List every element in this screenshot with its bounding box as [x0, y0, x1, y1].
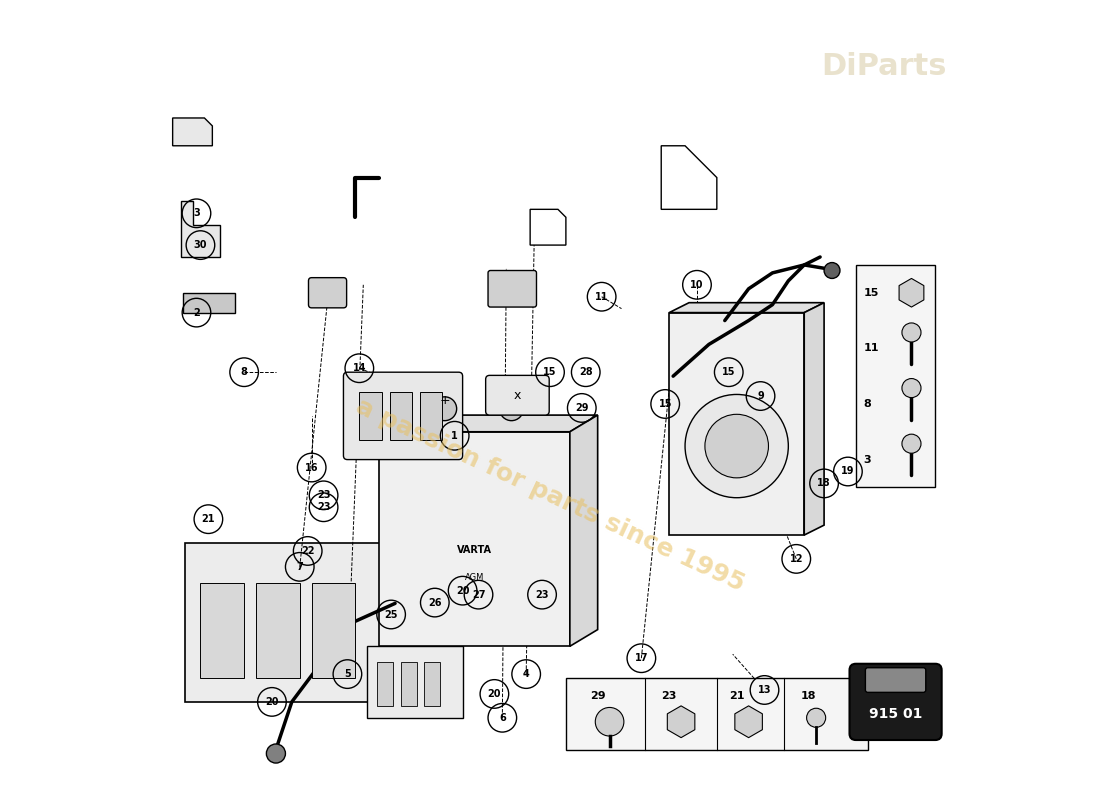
Bar [856, 265, 935, 487]
Text: 6: 6 [499, 713, 506, 722]
FancyBboxPatch shape [308, 278, 346, 308]
Polygon shape [899, 278, 924, 307]
Text: 26: 26 [428, 598, 441, 607]
Text: 15: 15 [864, 288, 879, 298]
Text: 20: 20 [487, 689, 502, 699]
Text: AGM: AGM [465, 573, 484, 582]
Circle shape [824, 262, 840, 278]
Text: 20: 20 [265, 697, 278, 707]
Text: 3: 3 [194, 208, 200, 218]
Circle shape [806, 708, 826, 727]
Text: 1: 1 [451, 430, 458, 441]
Bar [311, 582, 355, 678]
Text: 8: 8 [241, 367, 248, 377]
Text: 15: 15 [722, 367, 736, 377]
Bar [420, 392, 442, 440]
Text: 23: 23 [536, 590, 549, 600]
Text: 4: 4 [522, 669, 529, 679]
FancyBboxPatch shape [866, 668, 926, 692]
Bar [360, 392, 382, 440]
Text: 5: 5 [344, 669, 351, 679]
Bar [377, 662, 393, 706]
FancyBboxPatch shape [486, 375, 549, 415]
Text: 18: 18 [801, 690, 816, 701]
FancyBboxPatch shape [488, 270, 537, 307]
Polygon shape [180, 202, 220, 257]
Text: 20: 20 [455, 586, 470, 596]
Text: 28: 28 [579, 367, 593, 377]
Bar [185, 543, 399, 702]
FancyBboxPatch shape [343, 372, 463, 459]
Text: 2: 2 [194, 308, 200, 318]
Text: DiParts: DiParts [821, 52, 946, 81]
Text: 27: 27 [472, 590, 485, 600]
Text: 915 01: 915 01 [869, 707, 922, 721]
Polygon shape [668, 706, 695, 738]
Text: 11: 11 [595, 292, 608, 302]
Text: VARTA: VARTA [456, 545, 492, 554]
Text: 13: 13 [758, 685, 771, 695]
Bar [183, 293, 234, 313]
Bar [400, 662, 417, 706]
Bar [565, 678, 868, 750]
Bar [367, 646, 463, 718]
Text: 23: 23 [317, 502, 330, 512]
Text: 29: 29 [590, 690, 605, 701]
Circle shape [266, 744, 286, 763]
FancyBboxPatch shape [849, 664, 942, 740]
Text: 11: 11 [864, 343, 879, 354]
Text: 19: 19 [842, 466, 855, 477]
Polygon shape [735, 706, 762, 738]
Text: 29: 29 [575, 403, 589, 413]
Text: a passion for parts since 1995: a passion for parts since 1995 [352, 394, 748, 596]
Text: 3: 3 [864, 454, 871, 465]
Text: 21: 21 [201, 514, 216, 524]
Text: 18: 18 [817, 478, 830, 489]
Text: 15: 15 [543, 367, 557, 377]
Text: 15: 15 [659, 399, 672, 409]
Polygon shape [173, 118, 212, 146]
Text: 10: 10 [690, 280, 704, 290]
Circle shape [685, 394, 789, 498]
Circle shape [902, 434, 921, 454]
Bar [425, 662, 440, 706]
Text: 7: 7 [296, 562, 304, 572]
Text: 23: 23 [661, 690, 676, 701]
Text: 17: 17 [635, 653, 648, 663]
Text: x: x [514, 389, 521, 402]
Bar [200, 582, 244, 678]
Polygon shape [804, 302, 824, 535]
Text: 9: 9 [757, 391, 763, 401]
Text: +: + [439, 394, 450, 407]
Circle shape [902, 323, 921, 342]
Text: 14: 14 [353, 363, 366, 374]
Polygon shape [570, 415, 597, 646]
Circle shape [432, 397, 456, 421]
Circle shape [595, 707, 624, 736]
Polygon shape [379, 415, 597, 432]
Text: 12: 12 [790, 554, 803, 564]
Text: 21: 21 [728, 690, 745, 701]
Circle shape [705, 414, 769, 478]
Bar [389, 392, 411, 440]
Text: 22: 22 [301, 546, 315, 556]
Circle shape [902, 378, 921, 398]
Polygon shape [379, 432, 570, 646]
Text: 8: 8 [864, 399, 871, 409]
Bar [256, 582, 300, 678]
Text: 30: 30 [194, 240, 207, 250]
Text: 23: 23 [317, 490, 330, 500]
Text: 25: 25 [384, 610, 398, 619]
Polygon shape [669, 313, 804, 535]
Text: 16: 16 [305, 462, 318, 473]
Polygon shape [669, 302, 824, 313]
Circle shape [499, 397, 524, 421]
